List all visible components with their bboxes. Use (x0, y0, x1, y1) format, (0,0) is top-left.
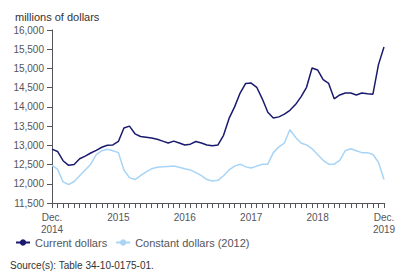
svg-text:12,500: 12,500 (13, 159, 44, 170)
svg-text:2015: 2015 (107, 212, 130, 223)
svg-text:11,500: 11,500 (14, 198, 44, 209)
svg-text:Current dollars: Current dollars (35, 237, 108, 249)
svg-text:14,000: 14,000 (13, 101, 44, 112)
svg-text:13,500: 13,500 (13, 121, 44, 132)
svg-text:Dec.: Dec. (42, 212, 63, 223)
svg-text:15,500: 15,500 (13, 44, 44, 55)
svg-text:Dec.: Dec. (374, 212, 395, 223)
svg-text:millions of dollars: millions of dollars (15, 11, 100, 23)
svg-text:13,000: 13,000 (13, 140, 44, 151)
svg-text:2017: 2017 (240, 212, 263, 223)
svg-text:16,000: 16,000 (13, 25, 44, 36)
svg-text:15,000: 15,000 (13, 63, 44, 74)
svg-text:2016: 2016 (174, 212, 197, 223)
svg-text:Constant dollars (2012): Constant dollars (2012) (135, 237, 249, 249)
svg-text:2019: 2019 (373, 224, 396, 235)
svg-text:12,000: 12,000 (13, 178, 44, 189)
svg-text:Source(s): Table 34-10-0175-01: Source(s): Table 34-10-0175-01. (10, 260, 154, 271)
svg-text:2018: 2018 (306, 212, 329, 223)
svg-text:14,500: 14,500 (13, 82, 44, 93)
svg-text:2014: 2014 (41, 224, 64, 235)
